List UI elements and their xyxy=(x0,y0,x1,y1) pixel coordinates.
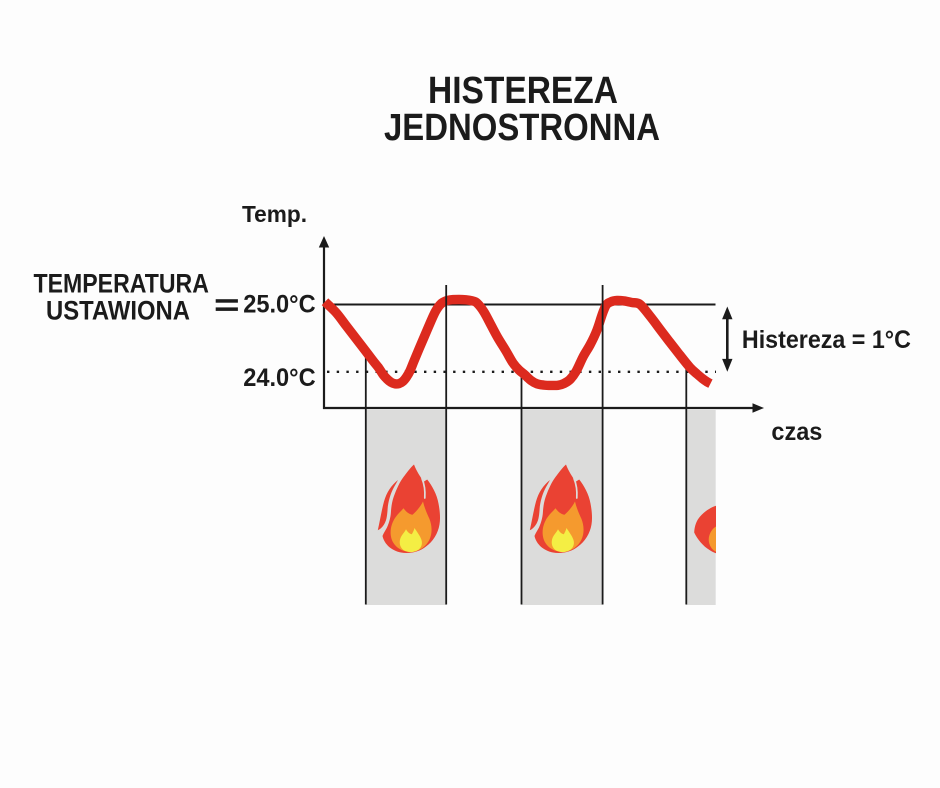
svg-text:Temp.: Temp. xyxy=(242,201,307,227)
svg-text:JEDNOSTRONNA: JEDNOSTRONNA xyxy=(384,107,660,149)
svg-text:24.0°C: 24.0°C xyxy=(243,364,316,392)
svg-text:HISTEREZA: HISTEREZA xyxy=(428,70,618,112)
svg-text:czas: czas xyxy=(771,418,822,446)
svg-text:25.0°C: 25.0°C xyxy=(243,291,316,319)
svg-text:Histereza = 1°C: Histereza = 1°C xyxy=(742,326,911,354)
svg-text:TEMPERATURA: TEMPERATURA xyxy=(34,269,209,299)
svg-text:USTAWIONA: USTAWIONA xyxy=(46,296,190,326)
